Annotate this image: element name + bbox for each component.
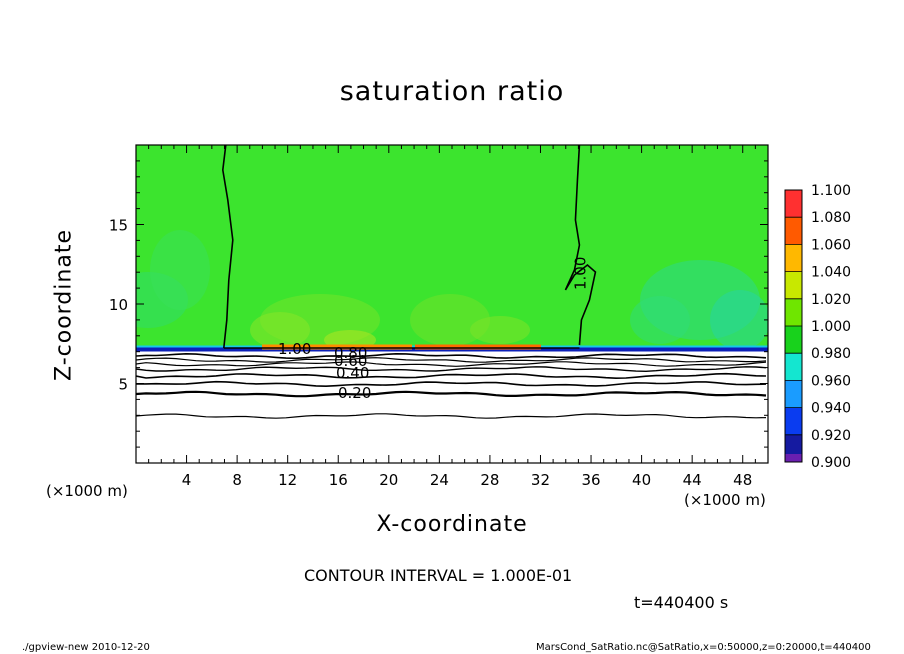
x-axis-label: X-coordinate [376, 512, 528, 537]
contour-line-vertical-right [564, 145, 597, 346]
contour-label: 0.40 [336, 364, 369, 382]
y-tick-label: 15 [109, 217, 128, 235]
x-unit-label-right: (×1000 m) [684, 491, 766, 509]
contour-label: 0.60 [334, 352, 367, 370]
field-texture [710, 290, 768, 350]
contour-label: 0.20 [338, 384, 371, 402]
supersaturation-band-right [415, 344, 541, 350]
colorbar-tick-label: 0.980 [811, 346, 851, 362]
colorbar-tick-label: 1.100 [811, 183, 851, 199]
colorbar-swatch [785, 244, 802, 272]
contour-label: 1.00 [278, 340, 311, 358]
y-tick-label: 5 [118, 376, 128, 394]
colorbar-tick-label: 0.960 [811, 373, 851, 389]
y-tick-label: 10 [109, 296, 128, 314]
colorbar-swatch [785, 454, 802, 462]
footer-right-text: MarsCond_SatRatio.nc@SatRatio,x=0:50000,… [536, 642, 871, 653]
field-texture [150, 230, 210, 310]
x-tick-label: 40 [632, 471, 651, 489]
x-tick-label: 12 [278, 471, 297, 489]
supersaturation-band-left [262, 344, 412, 350]
colorbar-swatch [785, 380, 802, 408]
time-label: t=440400 s [634, 593, 729, 612]
x-tick-label: 20 [379, 471, 398, 489]
x-tick-label: 48 [733, 471, 752, 489]
colorbar-swatch [785, 407, 802, 435]
contour-line [136, 390, 767, 398]
contour-line [136, 357, 767, 363]
field-group [136, 145, 768, 463]
contour-label: 0.80 [334, 344, 367, 362]
footer-left-text: ./gpview-new 2010-12-20 [22, 642, 150, 653]
colorbar-swatch [785, 298, 802, 326]
contour-line [136, 380, 767, 388]
chart-title: saturation ratio [339, 76, 565, 107]
colorbar-swatch [785, 217, 802, 245]
contour-line [136, 366, 767, 373]
x-tick-label: 32 [531, 471, 550, 489]
colorbar-swatch [785, 353, 802, 381]
colorbar-swatch [785, 326, 802, 354]
colorbar: 0.900 0.920 0.940 0.960 0.980 1.000 1.020 1.040… [784, 183, 851, 471]
contour-line [136, 413, 767, 419]
plot-area: 1.00 0.20 0.400.600.80 1.00 [136, 145, 768, 463]
colorbar-tick-label: 1.020 [811, 292, 851, 308]
field-texture [250, 312, 310, 348]
colorbar-tick-label: 1.060 [811, 237, 851, 253]
field-lower [136, 348, 768, 463]
contour-line [136, 361, 767, 367]
colorbar-swatch [785, 190, 802, 218]
contour-interval-text: CONTOUR INTERVAL = 1.000E-01 [304, 566, 573, 585]
x-tick-label: 16 [329, 471, 348, 489]
x-tick-label: 4 [182, 471, 192, 489]
contour-line [136, 352, 767, 360]
colorbar-tick-label: 0.900 [811, 455, 851, 471]
colorbar-swatch [785, 271, 802, 299]
field-texture [630, 296, 690, 344]
colorbar-tick-label: 1.080 [811, 210, 851, 226]
colorbar-tick-label: 0.920 [811, 428, 851, 444]
contour-line-vertical-left [221, 145, 234, 349]
x-tick-label: 44 [683, 471, 702, 489]
x-tick-label: 36 [581, 471, 600, 489]
x-unit-label-left: (×1000 m) [46, 482, 128, 500]
x-tick-label: 8 [232, 471, 242, 489]
colorbar-tick-label: 0.940 [811, 401, 851, 417]
x-tick-label: 28 [480, 471, 499, 489]
colorbar-tick-label: 1.040 [811, 265, 851, 281]
contour-line [136, 372, 767, 380]
contour-label: 1.00 [571, 257, 589, 290]
field-texture [410, 294, 490, 346]
x-tick-label: 24 [430, 471, 449, 489]
field-texture [470, 316, 530, 344]
colorbar-tick-label: 1.000 [811, 319, 851, 335]
